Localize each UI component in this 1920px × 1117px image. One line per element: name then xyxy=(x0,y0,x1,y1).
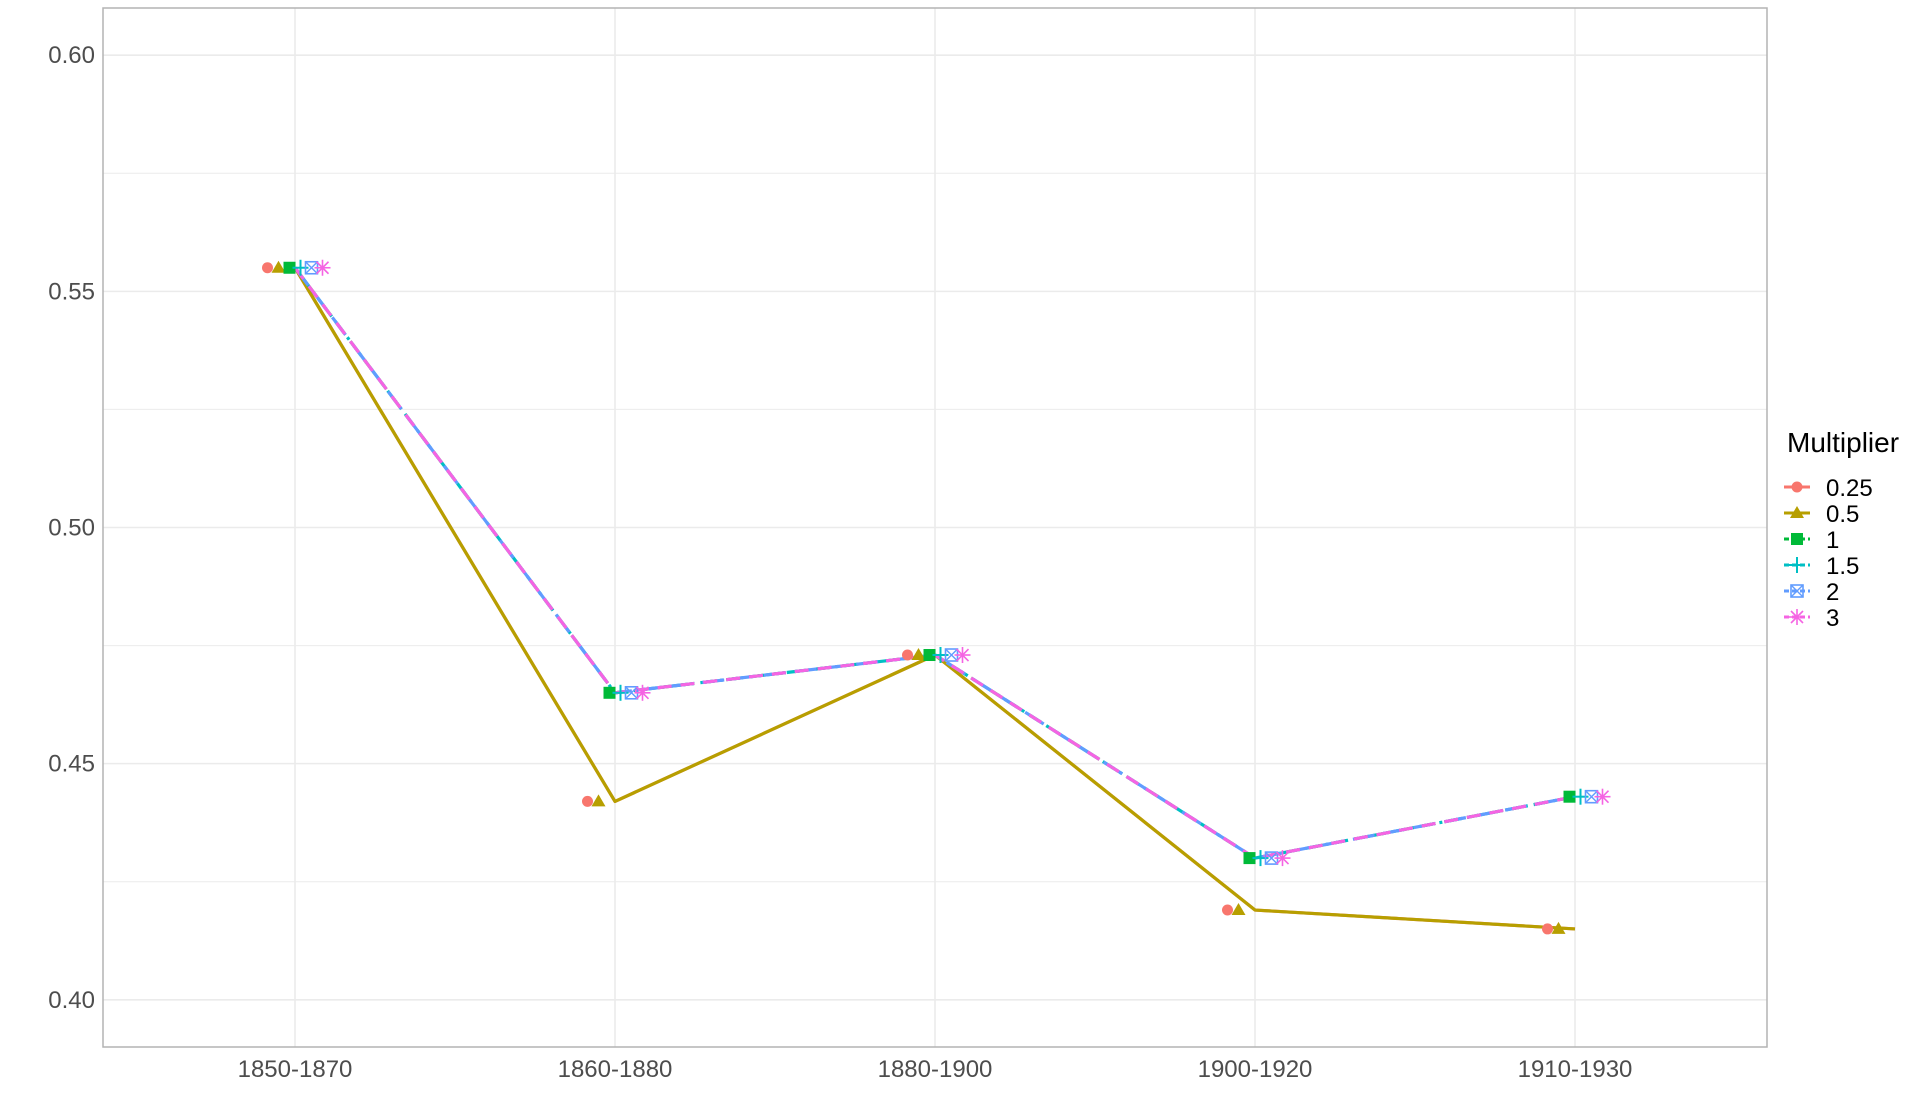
legend-label: 0.25 xyxy=(1826,475,1873,502)
data-point-0.5 xyxy=(271,260,286,273)
legend-key-0.25 xyxy=(1784,481,1810,493)
legend-key-1.5 xyxy=(1784,557,1810,573)
y-tick-label: 0.60 xyxy=(48,42,95,69)
legend-key-1 xyxy=(1784,533,1810,545)
y-tick-label: 0.45 xyxy=(48,751,95,778)
legend-marker-1.5 xyxy=(1789,557,1805,573)
data-point-3 xyxy=(954,647,971,664)
y-tick-label: 0.40 xyxy=(48,987,95,1014)
y-tick-label: 0.50 xyxy=(48,515,95,542)
data-point-0.5 xyxy=(1551,921,1566,934)
x-tick-label: 1850-1870 xyxy=(238,1056,353,1083)
legend-label: 3 xyxy=(1826,605,1839,632)
grid-lines xyxy=(103,8,1767,1047)
data-point-0.25 xyxy=(1222,904,1233,916)
plot-panel-border xyxy=(102,7,1768,1048)
data-point-1 xyxy=(1563,790,1576,803)
y-tick-label: 0.55 xyxy=(48,278,95,305)
legend: Multiplier 0.250.511.523 xyxy=(1784,427,1899,632)
legend-key-2 xyxy=(1784,584,1810,598)
legend-key-3 xyxy=(1784,609,1810,625)
x-axis: 1850-1870 1860-1880 1880-1900 1900-1920 1910… xyxy=(238,1056,1633,1083)
legend-marker-3 xyxy=(1789,609,1805,625)
legend-marker-0.25 xyxy=(1791,481,1803,493)
data-point-1 xyxy=(1243,852,1256,865)
data-point-1 xyxy=(603,686,616,699)
legend-label: 1.5 xyxy=(1826,553,1859,580)
data-point-0.25 xyxy=(582,795,593,807)
data-point-1 xyxy=(923,649,936,662)
legend-marker-0.5 xyxy=(1790,506,1804,518)
legend-key-0.5 xyxy=(1784,506,1810,518)
x-tick-label: 1880-1900 xyxy=(878,1056,993,1083)
legend-label: 2 xyxy=(1826,579,1839,606)
legend-marker-2 xyxy=(1790,584,1804,598)
data-point-1 xyxy=(283,261,296,274)
data-point-0.25 xyxy=(1542,923,1553,935)
x-tick-label: 1900-1920 xyxy=(1198,1056,1313,1083)
data-point-3 xyxy=(1594,788,1611,805)
x-tick-label: 1860-1880 xyxy=(558,1056,673,1083)
data-point-3 xyxy=(1274,850,1291,867)
legend-title: Multiplier xyxy=(1787,427,1899,458)
data-point-0.5 xyxy=(1231,903,1246,916)
x-tick-label: 1910-1930 xyxy=(1518,1056,1633,1083)
series-points xyxy=(262,259,1611,935)
data-point-0.25 xyxy=(902,649,913,661)
legend-label: 0.5 xyxy=(1826,501,1859,528)
y-axis: 0.40 0.45 0.50 0.55 0.60 xyxy=(48,42,95,1014)
legend-marker-1 xyxy=(1791,533,1803,545)
data-point-3 xyxy=(314,259,331,276)
data-point-0.25 xyxy=(262,262,273,274)
legend-label: 1 xyxy=(1826,527,1839,554)
data-point-0.5 xyxy=(591,794,606,807)
data-point-3 xyxy=(634,684,651,701)
data-point-0.5 xyxy=(911,648,926,661)
